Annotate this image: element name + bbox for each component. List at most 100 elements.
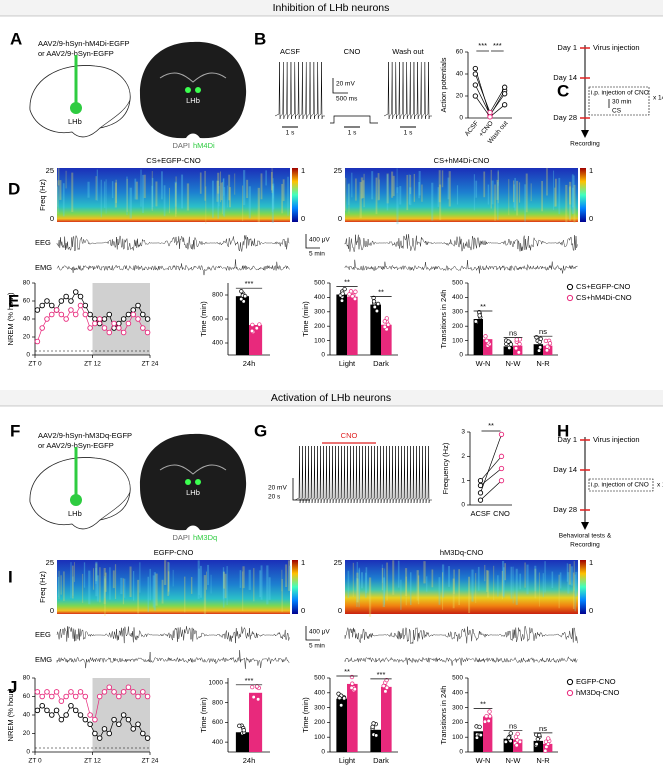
spectrogram-streak	[566, 563, 569, 582]
significance-label: ns	[539, 724, 547, 733]
spectrogram-streak	[65, 170, 67, 189]
bar	[336, 294, 347, 355]
spectrogram-streak	[104, 578, 106, 616]
trace-acsf	[274, 61, 325, 120]
data-point	[96, 735, 103, 741]
spectrogram-streak	[360, 572, 363, 589]
colorbar-label: 0	[589, 606, 593, 615]
data-point	[44, 707, 50, 714]
spectrogram-streak	[62, 183, 65, 217]
spectrogram-streak	[96, 169, 98, 201]
cell-point	[498, 453, 505, 459]
spectrogram-streak	[392, 175, 395, 197]
y-tick-label: 40	[23, 712, 31, 719]
data-point	[63, 293, 69, 300]
spectrogram-streak	[281, 184, 284, 214]
spectrogram-streak	[104, 576, 106, 599]
trace-label: EEG	[35, 238, 51, 247]
dot-decor	[483, 334, 488, 339]
spectrogram-streak	[270, 171, 273, 191]
spectrogram-streak	[197, 560, 200, 599]
data-point	[58, 311, 65, 318]
y-axis-label: Transitions in 24h	[439, 686, 448, 745]
spectrogram-streak	[553, 170, 555, 211]
repeat-label: x 14 days	[657, 482, 663, 489]
data-point	[82, 311, 89, 318]
treatment-label: CS	[612, 108, 622, 115]
day-label: Day 14	[553, 465, 577, 474]
data-point	[130, 726, 136, 732]
x-tick-label: ZT 12	[84, 758, 101, 765]
significance-label: ***	[377, 670, 386, 679]
data-point	[72, 289, 79, 295]
spectrogram-streak	[228, 187, 231, 208]
y-tick-label: 0	[338, 214, 342, 223]
dot-decor	[352, 296, 358, 301]
spectrogram-streak	[351, 172, 353, 198]
bar	[473, 731, 483, 752]
bar	[381, 324, 392, 355]
panel-letter: A	[10, 29, 22, 48]
spectrogram-streak	[409, 174, 412, 195]
y-tick-label: 400	[452, 690, 463, 697]
x-tick-label: ZT 12	[84, 361, 101, 368]
colorbar	[292, 168, 298, 222]
y-tick-label: 300	[314, 704, 325, 711]
spectrogram-streak	[487, 184, 490, 205]
spectrogram-streak	[57, 186, 59, 207]
spectrogram-streak	[224, 573, 227, 599]
data-point	[106, 730, 113, 737]
time-label: 1 s	[404, 130, 413, 137]
spectrogram-streak	[211, 180, 214, 218]
data-point	[135, 693, 141, 700]
spectrogram-streak	[167, 571, 170, 592]
spectrogram-streak	[526, 564, 529, 595]
panel-letter: H	[557, 421, 569, 440]
spectrogram-streak	[217, 180, 220, 219]
cell-point	[498, 478, 505, 484]
data-point	[130, 307, 136, 313]
event-label: Virus injection	[593, 435, 640, 444]
bar	[483, 716, 493, 752]
spectrogram-streak	[416, 570, 419, 601]
spectrogram-streak	[475, 573, 477, 603]
dot-decor	[517, 341, 522, 347]
significance-label: ***	[478, 41, 487, 50]
data-point	[144, 316, 151, 322]
x-tick-label: W-N	[476, 359, 491, 368]
dot-decor	[543, 739, 549, 744]
y-tick-label: 500	[452, 675, 463, 682]
spectrogram-streak	[568, 563, 571, 585]
dot-decor	[384, 685, 390, 690]
spectrogram-streak	[473, 174, 475, 211]
spectrogram-streak	[83, 562, 86, 588]
dot-decor	[506, 339, 511, 344]
spectrogram-streak	[497, 181, 499, 221]
spectrogram-streak	[149, 568, 151, 601]
spectrogram-streak	[111, 181, 114, 199]
dot-decor	[508, 342, 514, 347]
spectrogram-streak	[392, 560, 395, 595]
y-tick-label: 800	[212, 699, 223, 706]
y-tick-label: 60	[456, 49, 464, 56]
spectrogram-streak	[287, 176, 289, 216]
data-point	[125, 716, 132, 723]
spectrogram-streak	[129, 566, 132, 598]
y-tick-label: 500	[314, 280, 325, 287]
data-point	[144, 329, 151, 336]
spectrogram-streak	[452, 578, 455, 609]
slice-region-label: LHb	[186, 96, 200, 105]
bar	[533, 740, 543, 752]
injection-site	[70, 102, 82, 114]
spectrogram-streak	[558, 177, 561, 215]
data-point	[77, 293, 84, 300]
spectrogram-streak	[96, 575, 99, 602]
scale-label: 500 ms	[336, 96, 358, 103]
data-point	[92, 730, 98, 737]
spectrogram-streak	[513, 184, 515, 208]
spectrogram-streak	[281, 569, 283, 592]
spectrogram-streak	[355, 178, 357, 201]
spectrogram-streak	[409, 187, 412, 206]
end-label: Recording	[570, 141, 600, 148]
